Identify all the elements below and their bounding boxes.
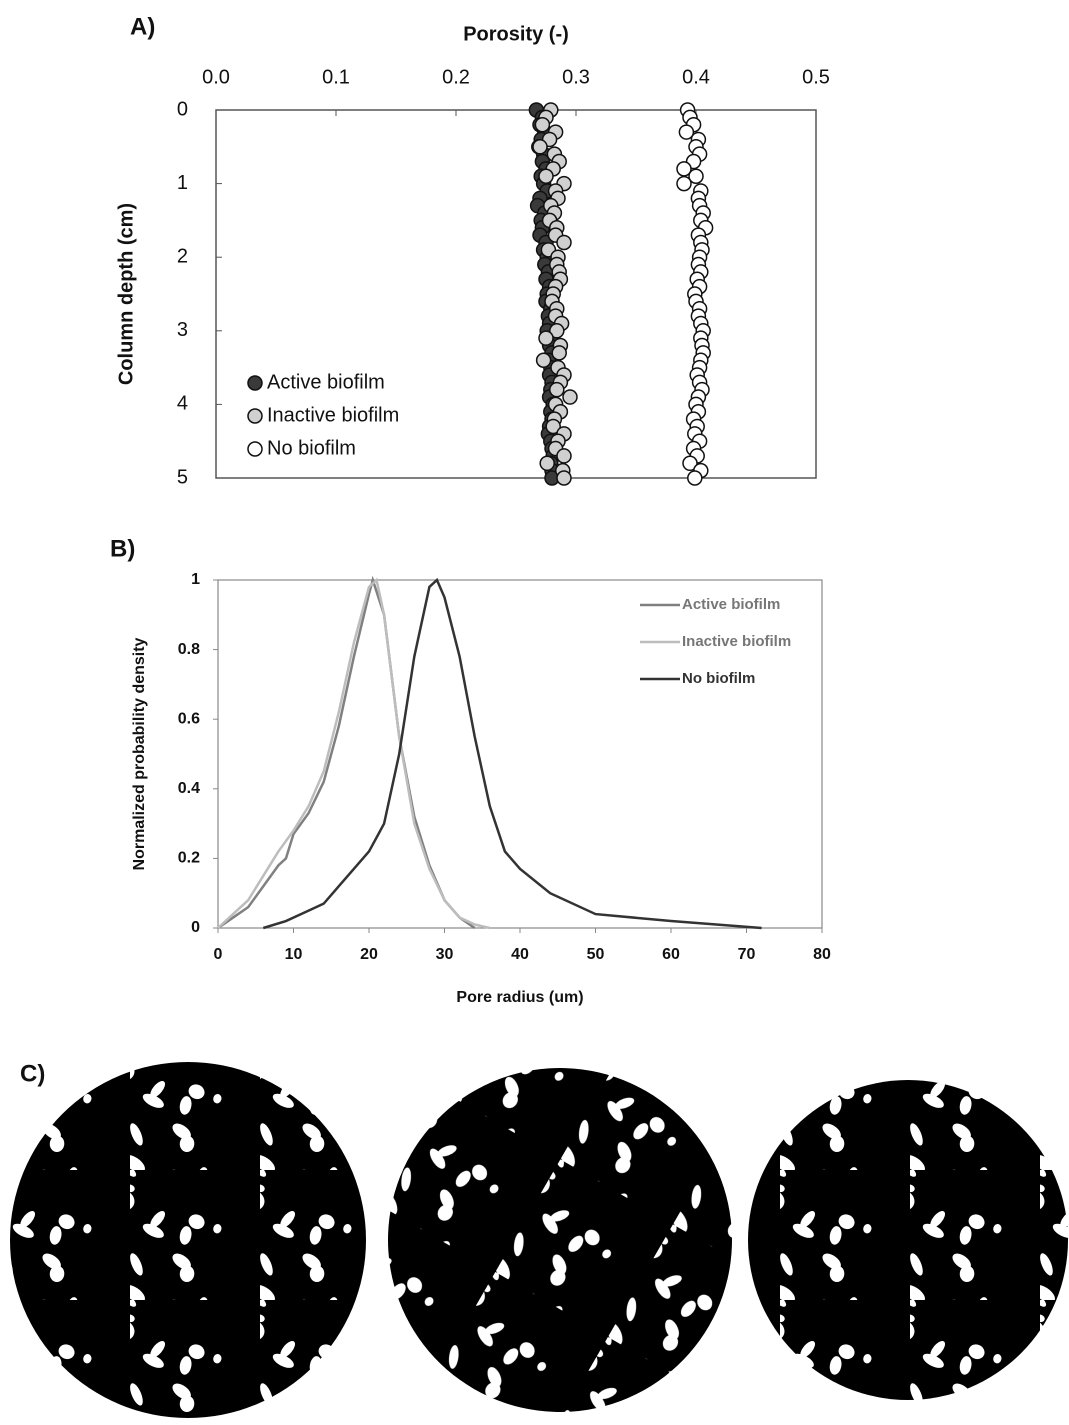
y-tick-label: 0.4	[178, 780, 200, 797]
y-axis-label: Column depth (cm)	[115, 203, 137, 385]
x-tick-label: 0.5	[802, 66, 830, 88]
panel-label: C)	[20, 1060, 45, 1087]
ct-image	[10, 1062, 366, 1418]
x-axis-label: Porosity (-)	[463, 23, 569, 45]
x-tick-label: 0.4	[682, 66, 710, 88]
legend-label: Active biofilm	[267, 371, 385, 393]
x-tick-label: 70	[738, 946, 756, 963]
y-tick-label: 3	[177, 319, 188, 341]
y-axis-label: Normalized probability density	[131, 637, 148, 870]
y-tick-label: 0.2	[178, 850, 200, 867]
data-point	[539, 455, 555, 472]
x-tick-label: 10	[285, 946, 303, 963]
data-point	[687, 470, 703, 486]
data-point	[678, 124, 695, 140]
x-axis-label: Pore radius (um)	[456, 989, 583, 1006]
x-tick-label: 0.3	[562, 66, 590, 88]
legend-label: Active biofilm	[682, 596, 780, 613]
ct-image	[748, 1080, 1068, 1400]
data-point	[538, 330, 554, 346]
y-tick-label: 1	[191, 571, 200, 588]
y-tick-label: 0	[191, 919, 200, 936]
y-tick-label: 2	[177, 245, 188, 267]
data-point	[545, 418, 561, 435]
x-tick-label: 0.2	[442, 66, 470, 88]
panel-label: A)	[130, 13, 155, 40]
y-tick-label: 1	[177, 172, 188, 194]
data-point	[556, 234, 572, 251]
legend-marker	[247, 408, 263, 424]
legend-label: No biofilm	[267, 437, 356, 459]
legend-marker	[247, 375, 263, 391]
y-tick-label: 5	[177, 466, 188, 488]
data-point	[538, 168, 554, 184]
legend-label: Inactive biofilm	[267, 404, 399, 426]
y-tick-label: 0.8	[178, 641, 200, 658]
data-point	[551, 345, 567, 361]
data-line	[262, 577, 762, 930]
x-tick-label: 40	[511, 946, 529, 963]
y-tick-label: 0.6	[178, 710, 200, 727]
ct-image	[325, 1005, 795, 1425]
data-point	[682, 455, 698, 472]
x-tick-label: 0.1	[322, 66, 350, 88]
data-point	[556, 448, 572, 464]
legend-marker	[247, 441, 263, 457]
data-point	[534, 116, 551, 133]
data-line	[217, 577, 491, 930]
data-point	[549, 323, 565, 339]
x-tick-label: 80	[813, 946, 831, 963]
y-tick-label: 0	[177, 98, 188, 120]
data-point	[562, 389, 578, 405]
data-point	[676, 175, 692, 192]
plot-frame	[215, 109, 817, 479]
data-point	[549, 381, 565, 398]
y-tick-label: 4	[177, 393, 188, 415]
panel-label: B)	[110, 535, 135, 562]
data-point	[556, 470, 572, 486]
legend-label: Inactive biofilm	[682, 633, 791, 650]
x-tick-label: 50	[587, 946, 605, 963]
data-line	[217, 575, 476, 930]
data-point	[532, 139, 548, 155]
data-point	[688, 168, 704, 184]
x-tick-label: 20	[360, 946, 378, 963]
x-tick-label: 60	[662, 946, 680, 963]
x-tick-label: 30	[436, 946, 454, 963]
legend-label: No biofilm	[682, 670, 755, 687]
data-point	[535, 352, 552, 368]
x-tick-label: 0	[214, 946, 223, 963]
x-tick-label: 0.0	[202, 66, 230, 88]
